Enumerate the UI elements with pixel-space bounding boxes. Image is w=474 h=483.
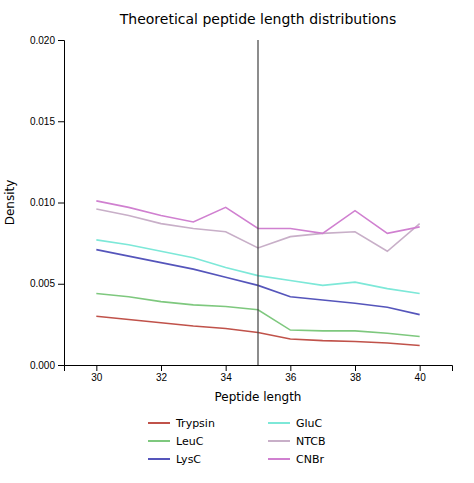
tick: 0.020 [30,35,64,46]
legend-swatch [268,422,290,424]
reference-line [257,40,258,365]
tick-label: 30 [91,372,103,383]
legend-label: GluC [296,417,323,430]
tick-mark [58,121,64,122]
legend-item: CNBr [268,453,324,466]
axis-domain [58,41,65,366]
legend-label: Trypsin [175,417,215,430]
legend-item: GluC [268,417,323,430]
tick-label: 0.005 [30,278,55,289]
tick-label: 0.010 [30,197,55,208]
tick: 0.010 [30,197,64,208]
tick-label: 0.015 [30,116,55,127]
tick-label: 40 [415,372,427,383]
tick-mark [420,365,421,371]
tick: 34 [221,365,233,383]
x-axis: 30 32 34 36 38 40 [65,365,453,383]
tick-label: 38 [350,372,362,383]
tick-mark [58,284,64,285]
legend-label: LysC [176,453,201,466]
legend-item: Trypsin [148,417,215,430]
legend-label: CNBr [296,453,324,466]
tick-mark [58,203,64,204]
title: Theoretical peptide length distributions [119,11,397,27]
x-axis-title: Peptide length [215,390,302,404]
y-axis: 0.000 0.005 0.010 0.015 0.020 [30,35,65,371]
legend-swatch [268,458,290,460]
tick-mark [58,365,64,366]
legend-swatch [148,440,170,442]
legend-swatch [148,422,170,424]
legend-label: LeuC [176,435,204,448]
tick-mark [96,365,97,371]
tick-label: 34 [221,372,233,383]
tick: 0.005 [30,278,64,289]
legend-swatch [148,458,170,460]
legend-swatch [268,440,290,442]
tick-mark [58,40,64,41]
tick-label: 36 [285,372,297,383]
tick-mark [161,365,162,371]
tick-label: 0.000 [30,360,55,371]
tick: 0.000 [30,360,64,371]
legend-item: LysC [148,453,201,466]
plot: 30 32 34 36 38 40 0.000 0.005 0.010 0.015 0.020 Pep… [3,35,453,466]
tick: 36 [285,365,297,383]
tick-mark [290,365,291,371]
tick-mark [355,365,356,371]
tick: 40 [415,365,427,383]
legend: Trypsin LeuC LysC GluC NTCB CNBr [148,417,326,466]
tick-label: 0.020 [30,35,55,46]
chart: 30 32 34 36 38 40 0.000 0.005 0.010 0.015 0.020 Pep… [0,0,474,483]
tick-label: 32 [156,372,168,383]
tick: 30 [91,365,103,383]
y-axis-title: Density [3,180,17,226]
tick: 32 [156,365,168,383]
axis-domain [65,366,453,372]
marks [96,40,419,365]
legend-item: LeuC [148,435,204,448]
tick: 0.015 [30,116,64,127]
tick: 38 [350,365,362,383]
legend-item: NTCB [268,435,326,448]
legend-label: NTCB [296,435,326,448]
tick-mark [226,365,227,371]
